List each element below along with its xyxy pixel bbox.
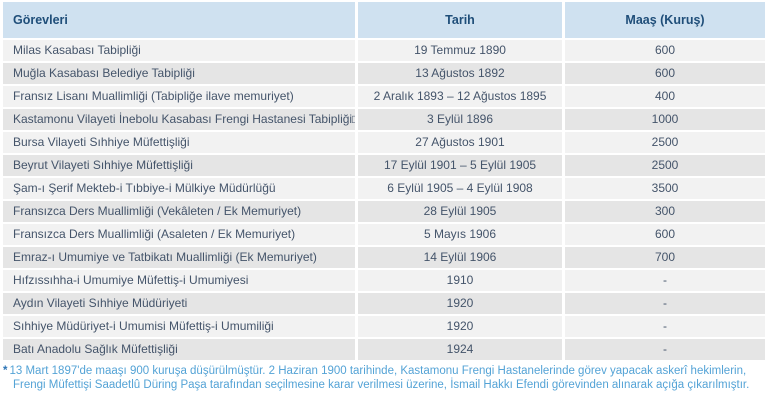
table-row: Muğla Kasabası Belediye Tabipliği 13 Ağu… <box>3 63 765 84</box>
tarih-cell: 1920 <box>358 293 562 314</box>
gorev-cell: Bursa Vilayeti Sıhhiye Müfettişliği <box>3 132 355 153</box>
column-header-maas: Maaş (Kuruş) <box>565 2 765 38</box>
gorev-cell: Aydın Vilayeti Sıhhiye Müdüriyeti <box>3 293 355 314</box>
table-row: Şam-ı Şerif Mekteb-i Tıbbiye-i Mülkiye M… <box>3 178 765 199</box>
maas-cell: 600 <box>565 224 765 245</box>
gorev-cell: Fransız Lisanı Muallimliği (Tabipliğe il… <box>3 86 355 107</box>
tarih-cell: 2 Aralık 1893 – 12 Ağustos 1895 <box>358 86 562 107</box>
table-row: Beyrut Vilayeti Sıhhiye Müfettişliği 17 … <box>3 155 765 176</box>
gorev-cell: Fransızca Ders Muallimliği (Asaleten / E… <box>3 224 355 245</box>
maas-cell: 700 <box>565 247 765 268</box>
gorev-cell: Şam-ı Şerif Mekteb-i Tıbbiye-i Mülkiye M… <box>3 178 355 199</box>
header-row: Görevleri Tarih Maaş (Kuruş) <box>3 2 765 38</box>
maas-cell: 1000 <box>565 109 765 130</box>
maas-cell: 2500 <box>565 132 765 153</box>
table-row: Emraz-ı Umumiye ve Tatbikatı Muallimliği… <box>3 247 765 268</box>
table-body: Milas Kasabası Tabipliği 19 Temmuz 1890 … <box>3 40 765 360</box>
tarih-cell: 5 Mayıs 1906 <box>358 224 562 245</box>
gorev-cell: Batı Anadolu Sağlık Müfettişliği <box>3 339 355 360</box>
table-row: Bursa Vilayeti Sıhhiye Müfettişliği 27 A… <box>3 132 765 153</box>
gorev-cell: Muğla Kasabası Belediye Tabipliği <box>3 63 355 84</box>
positions-table: Görevleri Tarih Maaş (Kuruş) Milas Kasab… <box>3 2 765 360</box>
tarih-cell: 13 Ağustos 1892 <box>358 63 562 84</box>
tarih-cell: 28 Eylül 1905 <box>358 201 562 222</box>
tarih-cell: 27 Ağustos 1901 <box>358 132 562 153</box>
gorev-cell: Beyrut Vilayeti Sıhhiye Müfettişliği <box>3 155 355 176</box>
footnote-marker: * <box>3 365 8 377</box>
maas-cell: 2500 <box>565 155 765 176</box>
table-row: Hıfzıssıhha-i Umumiye Müfettiş-i Umumiye… <box>3 270 765 291</box>
table-row: Kastamonu Vilayeti İnebolu Kasabası Fren… <box>3 109 765 130</box>
table-row: Aydın Vilayeti Sıhhiye Müdüriyeti 1920 - <box>3 293 765 314</box>
maas-cell: 600 <box>565 40 765 61</box>
table-row: Fransız Lisanı Muallimliği (Tabipliğe il… <box>3 86 765 107</box>
tarih-cell: 1920 <box>358 316 562 337</box>
gorev-cell: Kastamonu Vilayeti İnebolu Kasabası Fren… <box>3 109 355 130</box>
gorev-cell: Hıfzıssıhha-i Umumiye Müfettiş-i Umumiye… <box>3 270 355 291</box>
table-row: Batı Anadolu Sağlık Müfettişliği 1924 - <box>3 339 765 360</box>
gorev-cell: Milas Kasabası Tabipliği <box>3 40 355 61</box>
column-header-tarih: Tarih <box>358 2 562 38</box>
gorev-cell: Sıhhiye Müdüriyet-i Umumisi Müfettiş-i U… <box>3 316 355 337</box>
maas-cell: - <box>565 270 765 291</box>
maas-cell: 3500 <box>565 178 765 199</box>
tarih-cell: 6 Eylül 1905 – 4 Eylül 1908 <box>358 178 562 199</box>
footnote-text: 13 Mart 1897'de maaşı 900 kuruşa düşürül… <box>9 365 750 391</box>
maas-cell: 300 <box>565 201 765 222</box>
gorev-cell: Emraz-ı Umumiye ve Tatbikatı Muallimliği… <box>3 247 355 268</box>
tarih-cell: 1910 <box>358 270 562 291</box>
tarih-cell: 14 Eylül 1906 <box>358 247 562 268</box>
table-row: Fransızca Ders Muallimliği (Asaleten / E… <box>3 224 765 245</box>
maas-cell: - <box>565 316 765 337</box>
maas-cell: - <box>565 339 765 360</box>
table-row: Milas Kasabası Tabipliği 19 Temmuz 1890 … <box>3 40 765 61</box>
table-row: Fransızca Ders Muallimliği (Vekâleten / … <box>3 201 765 222</box>
table-row: Sıhhiye Müdüriyet-i Umumisi Müfettiş-i U… <box>3 316 765 337</box>
tarih-cell: 3 Eylül 1896 <box>358 109 562 130</box>
maas-cell: - <box>565 293 765 314</box>
tarih-cell: 1924 <box>358 339 562 360</box>
maas-cell: 600 <box>565 63 765 84</box>
tarih-cell: 17 Eylül 1901 – 5 Eylül 1905 <box>358 155 562 176</box>
column-header-gorevleri: Görevleri <box>3 2 355 38</box>
maas-cell: 400 <box>565 86 765 107</box>
tarih-cell: 19 Temmuz 1890 <box>358 40 562 61</box>
gorev-cell: Fransızca Ders Muallimliği (Vekâleten / … <box>3 201 355 222</box>
footnote: * 13 Mart 1897'de maaşı 900 kuruşa düşürü… <box>3 365 764 392</box>
